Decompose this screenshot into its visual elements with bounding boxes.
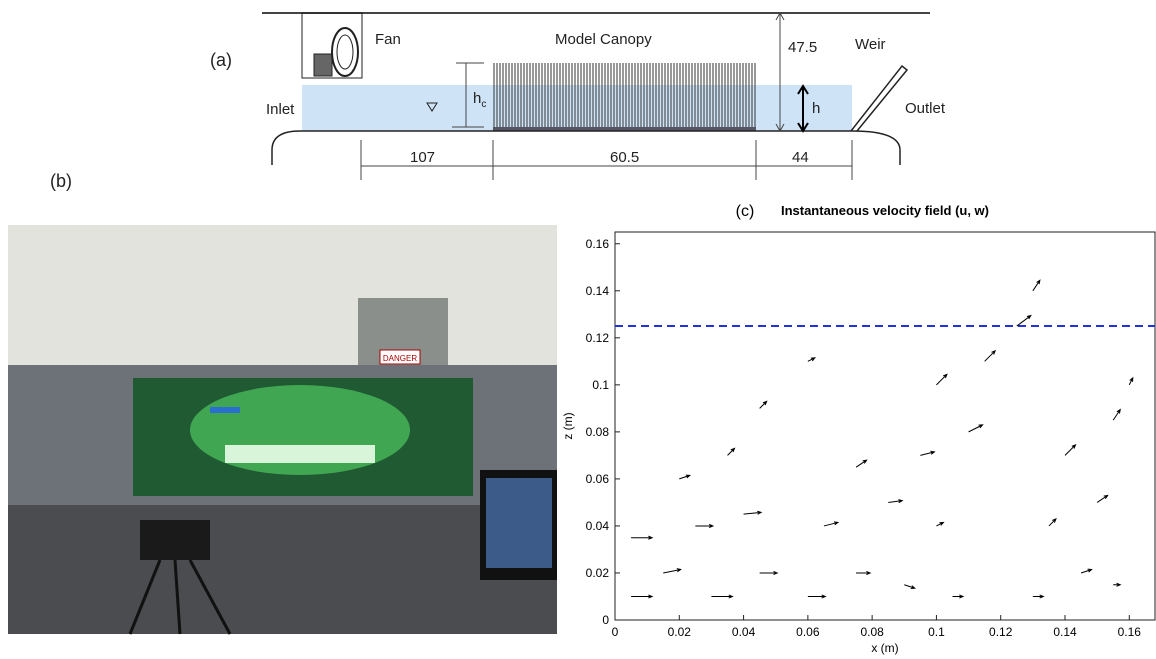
x-tick-label: 0.14 xyxy=(1053,625,1077,639)
x-tick-label: 0.02 xyxy=(668,625,692,639)
y-tick-label: 0.14 xyxy=(586,284,610,298)
y-tick-label: 0.16 xyxy=(586,237,610,251)
x-axis-label: x (m) xyxy=(871,641,898,655)
subscript: c xyxy=(481,99,486,110)
floor xyxy=(8,505,557,634)
x-tick-label: 0.08 xyxy=(860,625,884,639)
weir-plate xyxy=(851,66,907,131)
x-tick-label: 0 xyxy=(612,625,619,639)
chart-title: Instantaneous velocity field (u, w) xyxy=(781,203,989,218)
figure: (a) Fan Model Canopy 47.5 Weir Inlet hc … xyxy=(0,0,1156,659)
water xyxy=(302,85,852,131)
x-tick-label: 0.1 xyxy=(928,625,945,639)
label: 47.5 xyxy=(788,39,817,56)
panel-label: (a) xyxy=(210,50,232,70)
y-axis-label: z (m) xyxy=(561,412,575,439)
label: h xyxy=(812,100,820,117)
wall xyxy=(8,225,557,365)
x-tick-label: 0.04 xyxy=(732,625,756,639)
fan-wheel-inner xyxy=(337,35,353,69)
label: Fan xyxy=(375,31,401,48)
dimension: 107 xyxy=(410,149,435,166)
figure-canvas: (a) Fan Model Canopy 47.5 Weir Inlet hc … xyxy=(0,0,1156,659)
label: Weir xyxy=(855,36,886,53)
marker xyxy=(210,407,240,413)
y-tick-label: 0.04 xyxy=(586,519,610,533)
y-tick-label: 0.08 xyxy=(586,425,610,439)
dimension: 60.5 xyxy=(610,149,639,166)
photo: DANGER xyxy=(8,225,557,634)
y-tick-label: 0 xyxy=(602,613,609,627)
label: h xyxy=(473,90,481,107)
screen xyxy=(486,478,552,568)
x-tick-label: 0.12 xyxy=(989,625,1013,639)
label: Outlet xyxy=(905,100,946,117)
label: Model Canopy xyxy=(555,31,652,48)
label: Inlet xyxy=(266,101,295,118)
camera xyxy=(140,520,210,560)
plot-area xyxy=(615,232,1155,620)
y-tick-label: 0.02 xyxy=(586,566,610,580)
fan-motor xyxy=(314,54,332,76)
y-tick-label: 0.06 xyxy=(586,472,610,486)
x-tick-label: 0.06 xyxy=(796,625,820,639)
panel-label: (c) xyxy=(736,203,755,220)
x-tick-label: 0.16 xyxy=(1118,625,1142,639)
quiver-chart: (c) Instantaneous velocity field (u, w) x … xyxy=(561,203,1155,655)
sign-text: DANGER xyxy=(383,354,417,363)
canopy-model xyxy=(225,445,375,463)
dimension: 44 xyxy=(792,149,809,166)
y-tick-label: 0.12 xyxy=(586,331,610,345)
panel-label: (b) xyxy=(50,171,72,191)
y-tick-label: 0.1 xyxy=(592,378,609,392)
